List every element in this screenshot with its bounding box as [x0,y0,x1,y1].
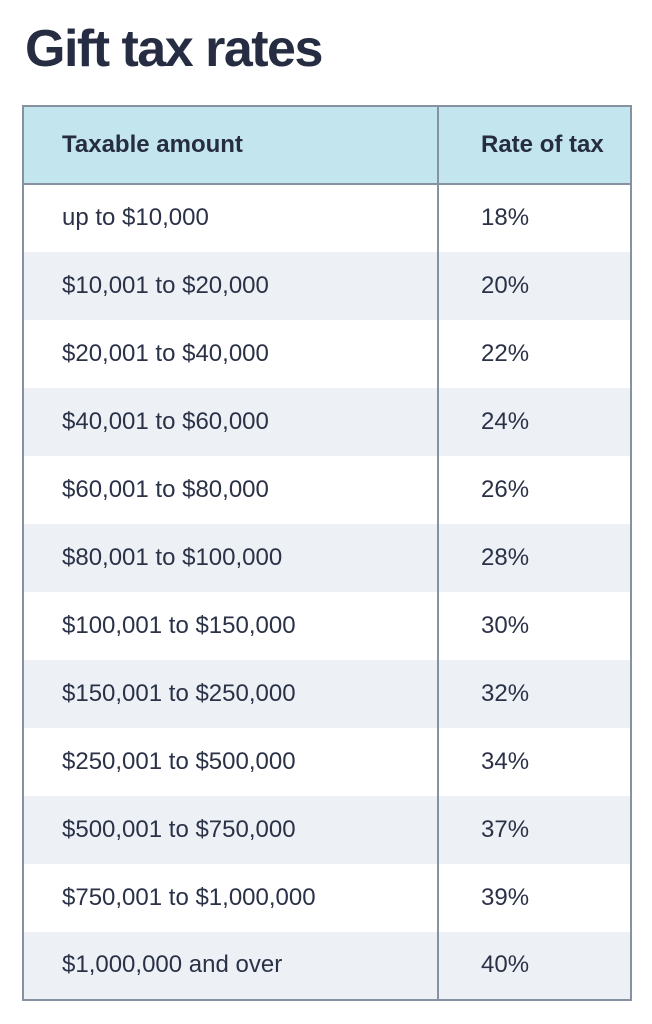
rate-of-tax-cell: 30% [437,591,631,660]
table-row: $40,001 to $60,000 24% [23,387,631,456]
table-row: $100,001 to $150,000 30% [23,591,631,660]
table-row: up to $10,000 18% [23,183,631,252]
table-header: Taxable amount Rate of tax [23,105,631,185]
page-title: Gift tax rates [25,20,323,78]
rate-of-tax-cell: 40% [437,931,631,1000]
rate-of-tax-cell: 20% [437,251,631,320]
column-header-taxable-amount: Taxable amount [23,105,438,185]
page: Gift tax rates Taxable amount Rate of ta… [0,20,652,1024]
table-row: $250,001 to $500,000 34% [23,727,631,796]
rate-of-tax-cell: 39% [437,863,631,932]
taxable-amount-cell: $40,001 to $60,000 [23,387,438,456]
rate-of-tax-cell: 37% [437,795,631,864]
rate-of-tax-cell: 22% [437,319,631,388]
column-header-rate-of-tax: Rate of tax [437,105,631,185]
taxable-amount-cell: $60,001 to $80,000 [23,455,438,524]
header-row: Taxable amount Rate of tax [23,105,631,185]
taxable-amount-cell: $750,001 to $1,000,000 [23,863,438,932]
table-row: $500,001 to $750,000 37% [23,795,631,864]
taxable-amount-cell: $250,001 to $500,000 [23,727,438,796]
rate-of-tax-cell: 32% [437,659,631,728]
table-body: up to $10,000 18% $10,001 to $20,000 20% $20… [23,183,631,1000]
rate-of-tax-cell: 26% [437,455,631,524]
taxable-amount-cell: $100,001 to $150,000 [23,591,438,660]
taxable-amount-cell: $1,000,000 and over [23,931,438,1000]
taxable-amount-cell: $20,001 to $40,000 [23,319,438,388]
table-row: $1,000,000 and over 40% [23,931,631,1000]
table-row: $20,001 to $40,000 22% [23,319,631,388]
rate-of-tax-cell: 28% [437,523,631,592]
rate-of-tax-cell: 34% [437,727,631,796]
table-row: $150,001 to $250,000 32% [23,659,631,728]
rate-of-tax-cell: 18% [437,183,631,252]
taxable-amount-cell: $150,001 to $250,000 [23,659,438,728]
table-row: $60,001 to $80,000 26% [23,455,631,524]
table-row: $10,001 to $20,000 20% [23,251,631,320]
gift-tax-rates-table: Taxable amount Rate of tax up to $10,000… [22,104,632,1001]
table-row: $750,001 to $1,000,000 39% [23,863,631,932]
rate-of-tax-cell: 24% [437,387,631,456]
taxable-amount-cell: $500,001 to $750,000 [23,795,438,864]
taxable-amount-cell: up to $10,000 [23,183,438,252]
taxable-amount-cell: $80,001 to $100,000 [23,523,438,592]
taxable-amount-cell: $10,001 to $20,000 [23,251,438,320]
table-row: $80,001 to $100,000 28% [23,523,631,592]
